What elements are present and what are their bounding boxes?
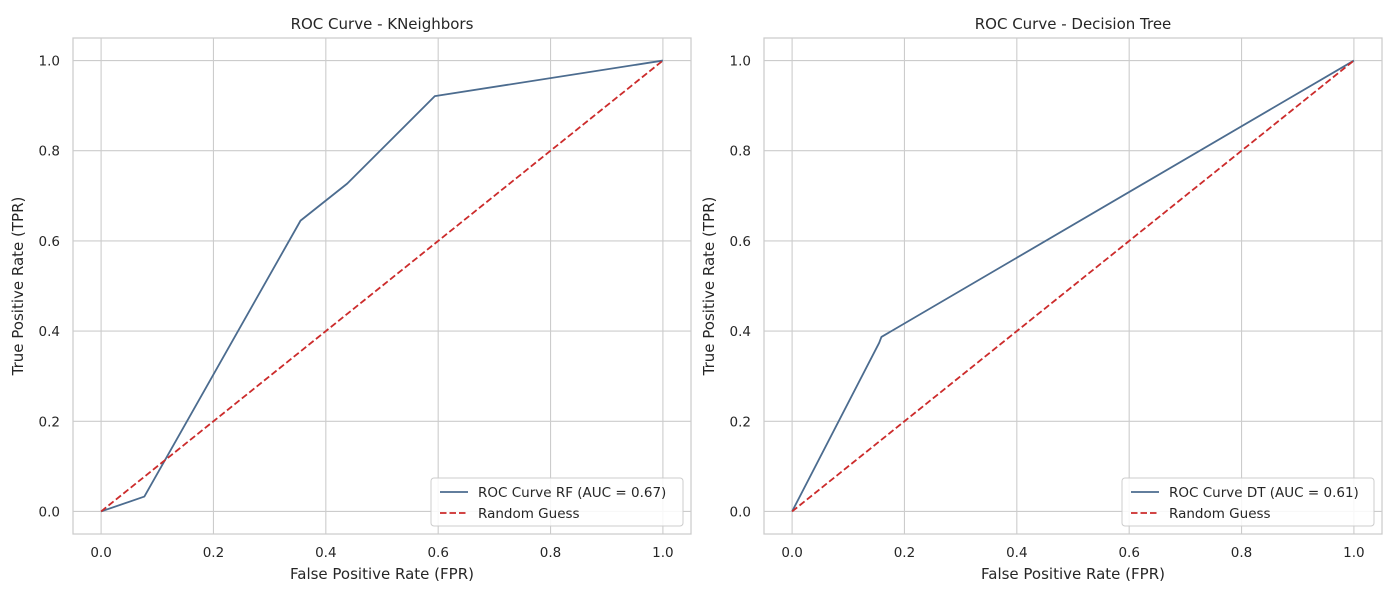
y-tick-label: 0.8 (730, 144, 751, 160)
legend-label: ROC Curve DT (AUC = 0.61) (1169, 485, 1359, 501)
x-tick-label: 0.2 (894, 545, 915, 561)
plot-frame (72, 37, 692, 535)
legend: ROC Curve DT (AUC = 0.61) Random Guess (1121, 477, 1375, 527)
x-tick-label: 0.2 (203, 545, 224, 561)
x-tick-label: 0.0 (90, 545, 111, 561)
legend-box (1121, 477, 1375, 527)
x-tick-label: 0.6 (1118, 545, 1139, 561)
legend: ROC Curve RF (AUC = 0.67) Random Guess (430, 477, 684, 527)
y-tick-label: 0.8 (39, 144, 60, 160)
y-tick-label: 0.4 (39, 324, 60, 340)
x-tick-label: 1.0 (652, 545, 673, 561)
y-tick-label: 0.6 (39, 234, 60, 250)
y-tick-label: 0.2 (730, 414, 751, 430)
random-guess-line (791, 59, 1355, 513)
y-tick-label: 0.0 (39, 504, 60, 520)
y-tick-label: 0.4 (730, 324, 751, 340)
legend-label: Random Guess (1169, 506, 1271, 522)
random-guess-line (100, 59, 664, 513)
y-tick-label: 0.2 (39, 414, 60, 430)
legend-box (430, 477, 684, 527)
x-axis-label: False Positive Rate (FPR) (981, 565, 1165, 583)
y-axis-label: True Positive Rate (TPR) (700, 197, 718, 377)
x-tick-label: 1.0 (1343, 545, 1364, 561)
y-tick-label: 1.0 (730, 54, 751, 70)
y-axis-label: True Positive Rate (TPR) (9, 197, 27, 377)
x-axis-label: False Positive Rate (FPR) (290, 565, 474, 583)
x-tick-label: 0.0 (781, 545, 802, 561)
y-tick-label: 1.0 (39, 54, 60, 70)
y-tick-label: 0.0 (730, 504, 751, 520)
plot-frame (763, 37, 1383, 535)
roc-curve-line (100, 59, 664, 513)
chart-title: ROC Curve - KNeighbors (291, 15, 474, 33)
legend-label: Random Guess (478, 506, 580, 522)
y-tick-label: 0.6 (730, 234, 751, 250)
x-tick-label: 0.8 (540, 545, 561, 561)
x-tick-label: 0.4 (315, 545, 336, 561)
legend-label: ROC Curve RF (AUC = 0.67) (478, 485, 666, 501)
x-tick-label: 0.8 (1231, 545, 1252, 561)
x-tick-label: 0.4 (1006, 545, 1027, 561)
chart-title: ROC Curve - Decision Tree (975, 15, 1172, 33)
x-tick-label: 0.6 (427, 545, 448, 561)
chart-panel-0: ROC Curve - KNeighbors 0.0 0.2 0.4 0.6 0.8 1.0… (9, 15, 692, 583)
roc-curve-line (791, 59, 1355, 512)
chart-panel-1: ROC Curve - Decision Tree 0.0 0.2 0.4 0.6 0.8… (700, 15, 1383, 583)
